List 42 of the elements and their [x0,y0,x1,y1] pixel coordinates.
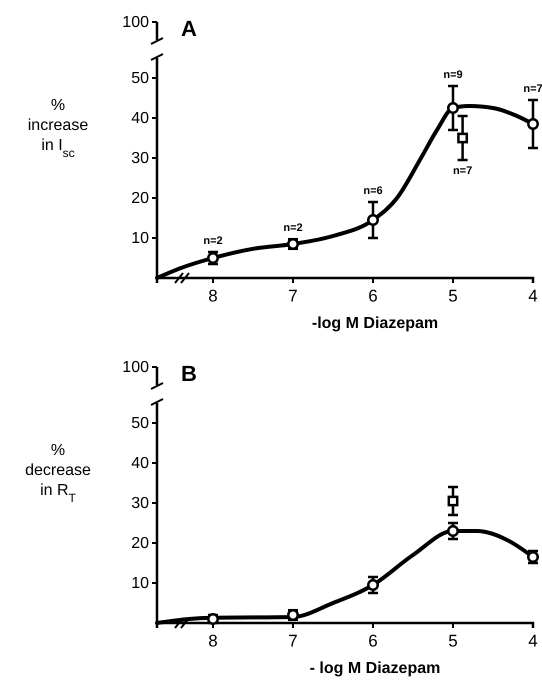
x-tick-label: 5 [448,631,458,650]
y-tick-label: 20 [131,190,150,208]
point [457,132,468,144]
x-axis-title: -log M Diazepam [312,315,438,332]
point [447,525,459,537]
point [447,102,459,114]
x-tick-label: 4 [528,286,538,306]
x-axis-title: - log M Diazepam [310,660,440,677]
y-axis-title: % increase in I$_{sc}$ [28,97,88,160]
y-tick-label: 10 [131,575,150,592]
x-tick-label: 4 [528,631,538,650]
x-tick-label: 7 [288,631,298,650]
y-axis-title: % decrease in R$_{T}$ [25,442,92,505]
y-tick-label: 40 [131,110,150,128]
annotation: n=6 [363,185,383,197]
annotation: n=2 [203,235,223,247]
text: 100 [122,359,150,376]
point [207,613,219,625]
annotation: n=7 [523,83,542,95]
x-tick-label: 6 [368,286,378,306]
y-tick-label: 40 [131,455,150,472]
x-tick-label: 8 [208,286,218,306]
x-tick-label: 5 [448,286,458,306]
y-tick-label: 20 [131,535,150,552]
chart-title: A [181,16,197,41]
y-tick-label: 10 [131,230,150,248]
point [448,496,458,506]
x-tick-label: 6 [368,631,378,650]
y-tick-label: 50 [131,415,150,432]
annotation: n=2 [283,222,303,234]
point [367,214,379,226]
y-tick-label: 30 [131,495,150,512]
text: 100 [122,14,150,32]
x-tick-label: 8 [208,631,218,650]
y-tick-label: 50 [131,70,150,88]
point [367,579,379,591]
y-tick-label: 30 [131,150,150,168]
point [527,118,539,130]
chart-title: B [181,361,197,386]
annotation: n=9 [443,69,463,81]
annotation: n=7 [452,165,472,177]
x-tick-label: 7 [288,286,298,306]
